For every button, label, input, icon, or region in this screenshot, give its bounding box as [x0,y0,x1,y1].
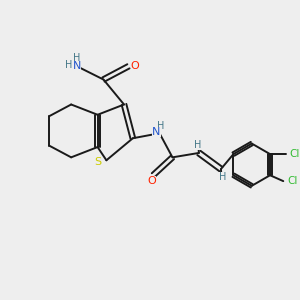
Text: O: O [148,176,156,186]
Text: H: H [194,140,201,150]
Text: H: H [157,121,164,130]
Text: Cl: Cl [290,149,300,159]
Text: H: H [74,52,81,62]
Text: H: H [65,60,73,70]
Text: N: N [152,128,160,137]
Text: O: O [130,61,139,71]
Text: S: S [94,157,102,167]
Text: H: H [219,172,226,182]
Text: Cl: Cl [287,176,297,186]
Text: N: N [73,61,81,71]
